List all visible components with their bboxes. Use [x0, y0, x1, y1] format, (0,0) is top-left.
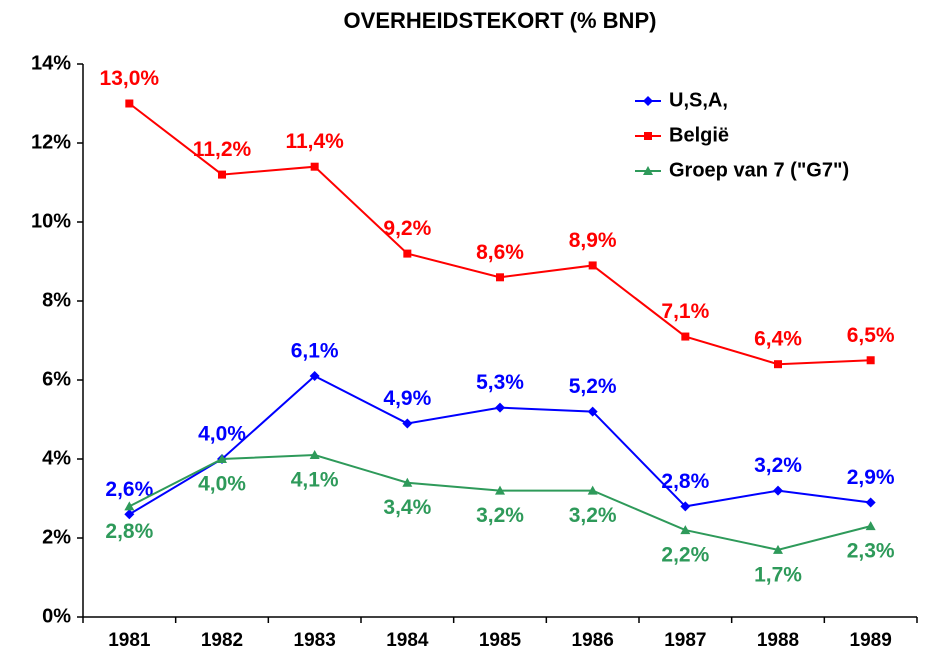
data-point — [773, 544, 783, 554]
data-label: 9,2% — [383, 217, 431, 240]
data-point — [309, 450, 320, 460]
y-tick-label: 14% — [31, 52, 71, 74]
data-point — [681, 332, 690, 341]
data-label: 8,6% — [476, 241, 524, 264]
x-tick-label: 1989 — [850, 630, 892, 651]
data-label: 6,4% — [754, 328, 802, 351]
y-tick-label: 6% — [42, 368, 71, 390]
data-label: 8,9% — [569, 229, 617, 252]
data-label: 13,0% — [100, 67, 160, 90]
y-tick-label: 12% — [31, 131, 71, 153]
data-point — [496, 273, 504, 282]
y-tick-label: 2% — [42, 526, 71, 548]
legend-label: U,S,A, — [669, 89, 728, 111]
data-label: 11,2% — [193, 138, 252, 161]
data-point — [217, 454, 227, 463]
data-label: 3,2% — [569, 504, 617, 527]
data-label: 2,2% — [661, 544, 709, 567]
y-tick-label: 10% — [31, 210, 71, 232]
x-tick-label: 1985 — [479, 630, 522, 651]
data-label: 6,1% — [291, 340, 339, 363]
data-label: 6,5% — [847, 324, 895, 347]
x-tick-label: 1987 — [664, 630, 706, 651]
data-label: 4,0% — [198, 423, 246, 446]
x-tick-label: 1984 — [386, 630, 429, 651]
data-label: 3,4% — [383, 496, 431, 519]
data-point — [310, 162, 319, 171]
data-label: 2,8% — [105, 520, 153, 543]
data-label: 5,2% — [569, 375, 617, 398]
x-tick-label: 1986 — [572, 630, 614, 651]
data-point — [495, 485, 505, 495]
chart-title: OVERHEIDSTEKORT (% BNP) — [344, 8, 657, 33]
data-point — [865, 497, 876, 508]
data-label: 2,9% — [847, 466, 895, 489]
data-point — [402, 477, 413, 487]
data-label: 3,2% — [476, 504, 524, 527]
data-point — [587, 485, 598, 495]
data-label: 2,3% — [847, 540, 895, 563]
x-tick-label: 1982 — [201, 630, 243, 651]
data-point — [588, 261, 597, 270]
legend-label: Groep van 7 ("G7") — [669, 159, 849, 181]
data-label: 2,8% — [661, 470, 709, 493]
data-label: 3,2% — [754, 454, 802, 477]
data-point — [680, 525, 691, 535]
data-point — [866, 356, 875, 365]
data-label: 4,1% — [291, 469, 339, 492]
data-label: 2,6% — [105, 478, 153, 501]
data-point — [680, 501, 691, 512]
data-point — [402, 418, 413, 429]
data-label: 4,0% — [198, 473, 246, 496]
data-point — [403, 249, 412, 258]
data-point — [309, 371, 320, 382]
data-point — [125, 99, 134, 108]
data-point — [218, 170, 226, 179]
y-tick-label: 8% — [42, 289, 71, 311]
data-label: 1,7% — [754, 563, 802, 586]
data-point — [587, 406, 598, 417]
data-point — [124, 509, 135, 520]
x-tick-label: 1983 — [294, 630, 336, 651]
data-point — [124, 501, 135, 511]
data-point — [774, 360, 782, 369]
y-tick-label: 4% — [42, 447, 71, 469]
data-point — [865, 521, 876, 531]
y-tick-label: 0% — [42, 605, 71, 627]
data-label: 11,4% — [285, 130, 344, 153]
x-tick-label: 1981 — [108, 630, 151, 651]
legend-marker — [643, 96, 653, 106]
data-label: 7,1% — [661, 300, 709, 323]
legend-marker — [643, 166, 653, 175]
data-label: 5,3% — [476, 371, 524, 394]
legend-marker — [644, 132, 652, 140]
legend-label: België — [669, 124, 729, 146]
data-point — [773, 485, 783, 496]
data-label: 4,9% — [383, 387, 431, 410]
data-point — [495, 402, 505, 413]
x-tick-label: 1988 — [757, 630, 799, 651]
